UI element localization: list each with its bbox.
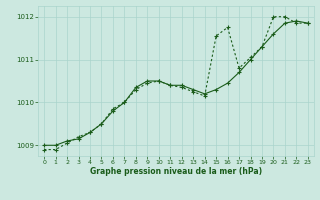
X-axis label: Graphe pression niveau de la mer (hPa): Graphe pression niveau de la mer (hPa) <box>90 167 262 176</box>
